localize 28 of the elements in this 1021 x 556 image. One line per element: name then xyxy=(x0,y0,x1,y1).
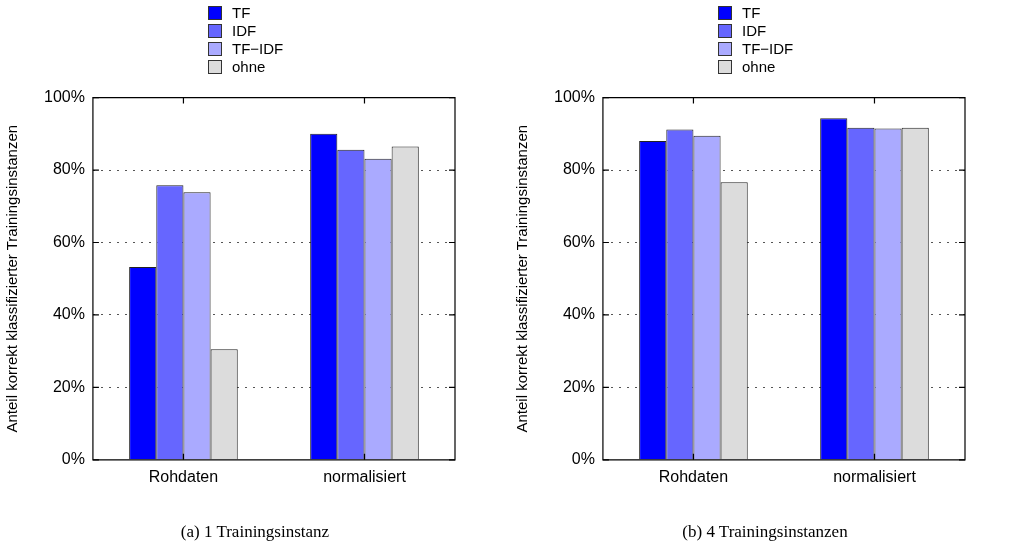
y-axis-title: Anteil korrekt klassifizierter Trainingsinstanzen xyxy=(3,124,21,433)
legend-label: ohne xyxy=(232,58,266,76)
y-tick-label: 60% xyxy=(52,232,85,250)
y-tick-label: 20% xyxy=(562,377,595,395)
y-tick-label: 100% xyxy=(44,88,85,106)
y-tick-label: 40% xyxy=(52,305,85,323)
text: (b) 4 Trainingsinstanzen xyxy=(681,522,849,542)
y-tick-label: 40% xyxy=(562,305,595,323)
legend-label: TF−IDF xyxy=(232,40,284,58)
legend-label: TF−IDF xyxy=(742,40,794,58)
legend-label: ohne xyxy=(742,58,776,76)
legend-label: IDF xyxy=(232,22,257,40)
y-tick-label: 100% xyxy=(554,88,595,106)
x-tick-label: normalisiert xyxy=(833,467,917,485)
legend-label: TF xyxy=(232,4,251,22)
x-tick-label: Rohdaten xyxy=(658,467,729,485)
y-axis-title: Anteil korrekt klassifizierter Trainingsinstanzen xyxy=(513,124,531,433)
y-tick-label: 80% xyxy=(562,160,595,178)
x-tick-label: Rohdaten xyxy=(148,467,219,485)
text: (a) 1 Trainingsinstanz xyxy=(179,522,331,542)
x-tick-label: normalisiert xyxy=(323,467,407,485)
y-tick-label: 80% xyxy=(52,160,85,178)
y-tick-label: 0% xyxy=(61,450,85,468)
y-tick-label: 60% xyxy=(562,232,595,250)
legend-label: TF xyxy=(742,4,761,22)
y-tick-label: 20% xyxy=(52,377,85,395)
legend-label: IDF xyxy=(742,22,767,40)
y-tick-label: 0% xyxy=(571,450,595,468)
